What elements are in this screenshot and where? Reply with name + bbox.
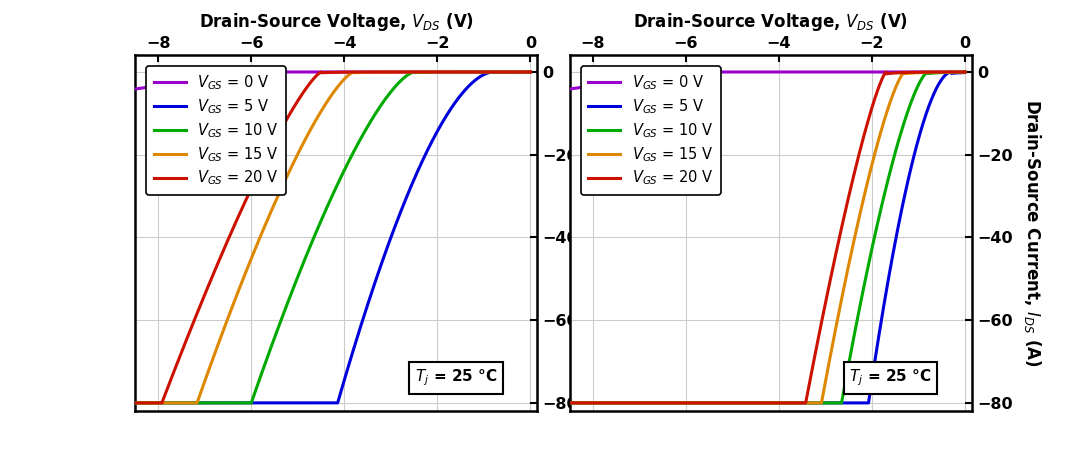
- X-axis label: Drain-Source Voltage, $V_{DS}$ (V): Drain-Source Voltage, $V_{DS}$ (V): [633, 11, 908, 33]
- Y-axis label: Drain-Source Current, $I_{DS}$ (A): Drain-Source Current, $I_{DS}$ (A): [1022, 99, 1043, 367]
- X-axis label: Drain-Source Voltage, $V_{DS}$ (V): Drain-Source Voltage, $V_{DS}$ (V): [199, 11, 474, 33]
- Text: $T_j$ = 25 °C: $T_j$ = 25 °C: [415, 368, 497, 389]
- Legend: $V_{GS}$ = 0 V, $V_{GS}$ = 5 V, $V_{GS}$ = 10 V, $V_{GS}$ = 15 V, $V_{GS}$ = 20 : $V_{GS}$ = 0 V, $V_{GS}$ = 5 V, $V_{GS}$…: [146, 66, 286, 195]
- Text: $T_j$ = 25 °C: $T_j$ = 25 °C: [849, 368, 932, 389]
- Legend: $V_{GS}$ = 0 V, $V_{GS}$ = 5 V, $V_{GS}$ = 10 V, $V_{GS}$ = 15 V, $V_{GS}$ = 20 : $V_{GS}$ = 0 V, $V_{GS}$ = 5 V, $V_{GS}$…: [581, 66, 720, 195]
